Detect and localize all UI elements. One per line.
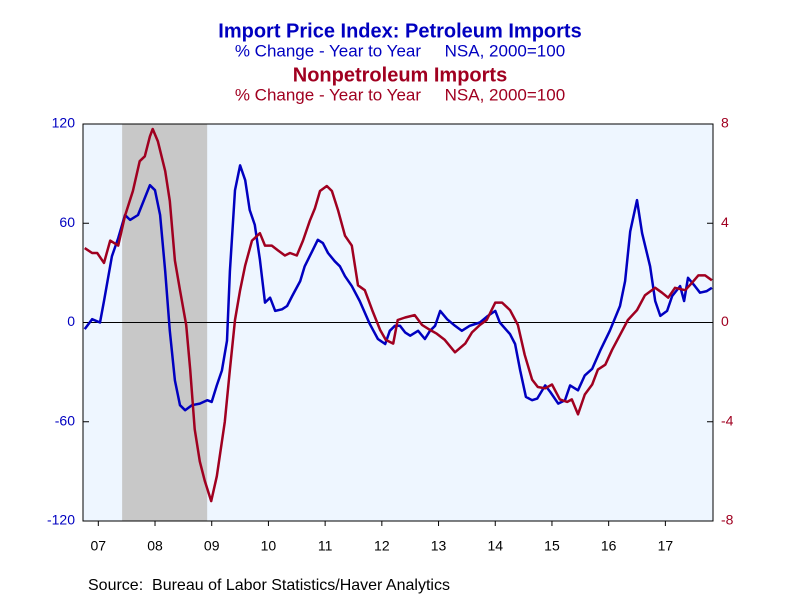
- x-tick-label: 14: [487, 538, 503, 554]
- y-tick-label: -60: [55, 412, 75, 428]
- x-tick-label: 15: [544, 538, 560, 554]
- y2-tick-label: 4: [721, 214, 729, 230]
- x-tick-label: 17: [658, 538, 674, 554]
- x-tick-label: 13: [431, 538, 447, 554]
- chart-title: Import Price Index: Petroleum Imports: [218, 20, 581, 42]
- series-line: [84, 127, 713, 503]
- x-tick-label: 12: [374, 538, 390, 554]
- x-tick-label: 11: [318, 538, 333, 554]
- series-line: [83, 164, 713, 412]
- chart-subtitle-2: % Change - Year to Year NSA, 2000=100: [235, 85, 565, 104]
- x-tick-label: 07: [91, 538, 107, 554]
- y2-tick-label: -4: [721, 412, 734, 428]
- y2-tick-label: 0: [721, 313, 729, 329]
- x-tick-label: 08: [147, 538, 163, 554]
- x-tick-label: 10: [261, 538, 277, 554]
- chart-subtitle: % Change - Year to Year NSA, 2000=100: [235, 41, 565, 60]
- plot-border: [82, 123, 714, 522]
- x-tick-label: 09: [204, 538, 220, 554]
- source-note: Source: Bureau of Labor Statistics/Haver…: [88, 577, 450, 594]
- x-tick-label: 16: [601, 538, 617, 554]
- y2-tick-label: 8: [721, 115, 729, 131]
- chart-title-2: Nonpetroleum Imports: [293, 64, 507, 86]
- y2-tick-label: -8: [721, 512, 734, 528]
- y-tick-label: 0: [67, 313, 75, 329]
- y-tick-label: 120: [52, 115, 76, 131]
- y-tick-label: -120: [47, 512, 75, 528]
- y-tick-label: 60: [59, 214, 75, 230]
